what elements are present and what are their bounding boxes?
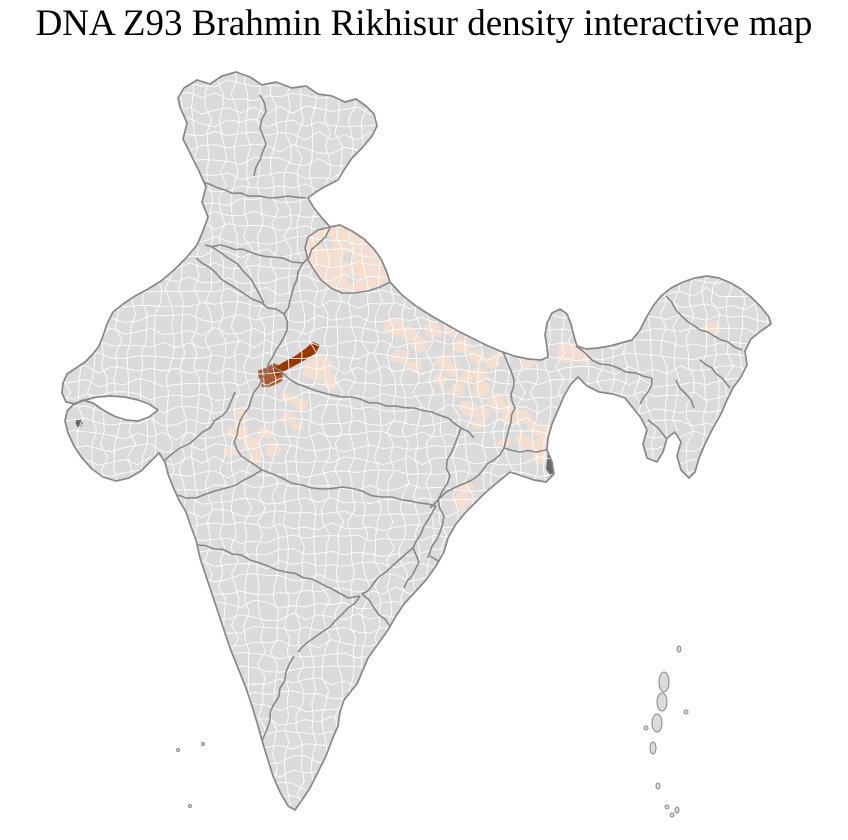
- district-central-uttar-pradesh[interactable]: [449, 383, 465, 396]
- andaman-nicobar-island[interactable]: [651, 713, 663, 733]
- district-central-uttar-pradesh[interactable]: [472, 381, 492, 397]
- islands-layer: [176, 645, 689, 818]
- district-odisha[interactable]: [469, 506, 490, 523]
- area-rann-of-kutch-patch[interactable]: [75, 418, 84, 428]
- district-odisha[interactable]: [480, 538, 497, 554]
- district-east-uttar-pradesh[interactable]: [474, 405, 490, 420]
- andaman-nicobar-island[interactable]: [655, 782, 661, 790]
- district-gwalior-chambal-madhya-pradesh[interactable]: [280, 393, 295, 404]
- andaman-nicobar-island[interactable]: [674, 806, 680, 814]
- district-bihar[interactable]: [490, 399, 506, 413]
- andaman-nicobar-island[interactable]: [676, 645, 682, 653]
- andaman-nicobar-island[interactable]: [683, 709, 689, 715]
- district-odisha[interactable]: [463, 526, 483, 540]
- district-central-uttar-pradesh[interactable]: [456, 371, 474, 386]
- district-chambal-valley-highest-density[interactable]: [271, 342, 320, 377]
- lakshadweep-island[interactable]: [201, 742, 205, 746]
- district-gap-uttarakhand: [342, 251, 354, 263]
- page-title: DNA Z93 Brahmin Rikhisur density interac…: [35, 3, 813, 44]
- district-west-uttar-pradesh[interactable]: [384, 318, 405, 337]
- district-central-uttar-pradesh[interactable]: [432, 372, 448, 387]
- andaman-nicobar-island[interactable]: [664, 804, 670, 810]
- state-borders-layer: [164, 94, 743, 767]
- district-west-uttar-pradesh[interactable]: [405, 359, 423, 374]
- andaman-nicobar-island[interactable]: [669, 812, 675, 818]
- andaman-nicobar-island[interactable]: [656, 692, 668, 712]
- district-north-bengal-darjeeling[interactable]: [576, 349, 592, 365]
- andaman-nicobar-island[interactable]: [658, 671, 670, 693]
- district-central-uttar-pradesh[interactable]: [470, 366, 490, 383]
- district-west-uttar-pradesh[interactable]: [390, 348, 409, 364]
- district-east-uttar-pradesh[interactable]: [470, 417, 486, 429]
- andaman-nicobar-island[interactable]: [643, 725, 649, 731]
- lakshadweep-island[interactable]: [188, 804, 192, 808]
- district-odisha[interactable]: [487, 521, 507, 537]
- district-odisha[interactable]: [450, 490, 472, 510]
- district-gwalior-chambal-madhya-pradesh[interactable]: [278, 412, 296, 425]
- district-gwalior-chambal-madhya-pradesh[interactable]: [266, 443, 282, 457]
- andaman-nicobar-island[interactable]: [649, 741, 657, 755]
- lakshadweep-island[interactable]: [176, 748, 180, 752]
- india-outline: [61, 71, 772, 811]
